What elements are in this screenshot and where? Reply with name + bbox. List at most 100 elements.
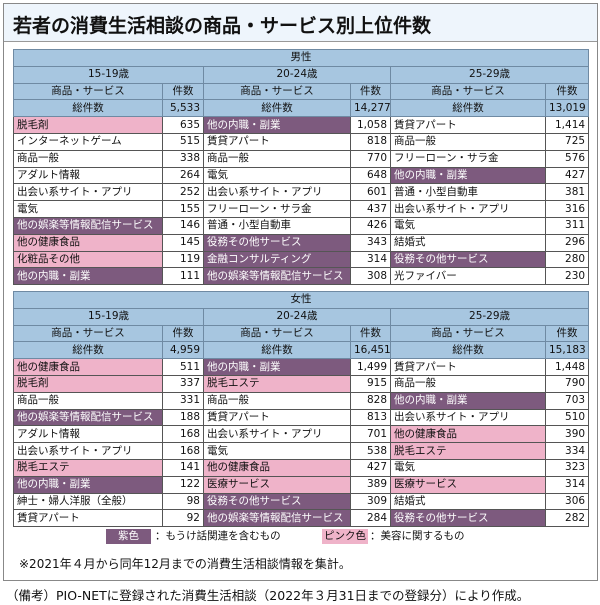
table-row: 賃貸アパート 92 他の娯楽等情報配信サービス 284 役務その他サービス 282 (13, 509, 590, 528)
item-name: 役務その他サービス (390, 509, 546, 528)
item-name: 結婚式 (390, 492, 546, 511)
gender-header: 女性 (12, 291, 590, 309)
total-count: 16,451 (350, 341, 391, 360)
item-name: フリーローン・サラ金 (203, 200, 351, 218)
item-name: 出会い系サイト・アプリ (390, 408, 546, 427)
item-name: 金融コンサルティング (203, 250, 351, 269)
item-name: 他の健康食品 (13, 233, 163, 252)
item-name: 他の内職・副業 (390, 166, 546, 185)
item-column-header: 商品・サービス (13, 324, 163, 343)
item-count: 308 (350, 267, 391, 286)
legend-purple-desc: ：もうけ話関連を含むもの (155, 530, 281, 542)
age-group-header: 15-19歳 (13, 65, 204, 84)
column-header-row: 商品・サービス 件数 商品・サービス 件数 商品・サービス 件数 (13, 324, 590, 343)
table-row: 化粧品その他 119 金融コンサルティング 314 役務その他サービス 280 (13, 250, 590, 269)
item-name: 他の内職・副業 (203, 358, 351, 376)
total-label: 総件数 (390, 341, 546, 360)
item-name: 賃貸アパート (13, 509, 163, 528)
age-group-header: 15-19歳 (13, 307, 204, 326)
item-count: 635 (162, 116, 204, 134)
age-group-header: 25-29歳 (389, 307, 590, 326)
table-row: 他の内職・副業 111 他の娯楽等情報配信サービス 308 光ファイバー 230 (13, 267, 590, 286)
total-row: 総件数 4,959 総件数 16,451 総件数 15,183 (13, 341, 590, 360)
item-count: 426 (350, 216, 391, 235)
item-count: 703 (544, 391, 590, 410)
item-column-header: 商品・サービス (13, 82, 163, 101)
gender-header: 男性 (12, 49, 590, 67)
item-count: 725 (544, 132, 590, 151)
item-name: 賃貸アパート (390, 116, 546, 134)
item-name: 普通・小型自動車 (390, 183, 546, 202)
total-count: 5,533 (162, 99, 204, 118)
table-row: インターネットゲーム 515 賃貸アパート 818 商品一般 725 (13, 132, 590, 151)
item-count: 427 (350, 458, 391, 477)
item-count: 230 (544, 267, 590, 286)
item-count: 119 (162, 250, 204, 269)
count-column-header: 件数 (544, 324, 590, 343)
gender-header-row: 男性 (12, 49, 590, 67)
count-column-header: 件数 (162, 324, 204, 343)
item-name: 賃貸アパート (390, 358, 546, 376)
item-count: 389 (350, 475, 391, 494)
item-count: 92 (162, 509, 204, 528)
item-name: 他の健康食品 (13, 358, 163, 376)
table-row: 脱毛エステ 141 他の健康食品 427 電気 323 (13, 458, 590, 477)
table-row: 他の内職・副業 122 医療サービス 389 医療サービス 314 (13, 475, 590, 494)
item-count: 1,058 (350, 116, 391, 134)
gender-header-row: 女性 (12, 291, 590, 309)
source-note: （備考）PIO-NETに登録された消費生活相談（2022年３月31日までの登録分… (6, 588, 530, 603)
total-label: 総件数 (203, 99, 351, 118)
table-row: 脱毛剤 337 脱毛エステ 915 商品一般 790 (13, 374, 590, 393)
age-header-row: 15-19歳 20-24歳 25-29歳 (13, 307, 590, 326)
item-name: 他の内職・副業 (203, 116, 351, 134)
item-count: 122 (162, 475, 204, 494)
item-name: 他の娯楽等情報配信サービス (203, 267, 351, 286)
item-name: 出会い系サイト・アプリ (13, 442, 163, 460)
title-bar: 若者の消費生活相談の商品・サービス別上位件数 (4, 4, 597, 42)
item-name: アダルト情報 (13, 425, 163, 444)
legend-purple-swatch: 紫色 (106, 529, 151, 544)
table-row: 他の娯楽等情報配信サービス 146 普通・小型自動車 426 電気 311 (13, 216, 590, 235)
item-count: 338 (162, 149, 204, 168)
item-name: 他の内職・副業 (390, 391, 546, 410)
item-count: 314 (544, 475, 590, 494)
table-row: 商品一般 331 商品一般 828 他の内職・副業 703 (13, 391, 590, 410)
item-count: 282 (544, 509, 590, 528)
item-count: 701 (350, 425, 391, 444)
item-count: 98 (162, 492, 204, 511)
item-name: 商品一般 (203, 391, 351, 410)
total-count: 15,183 (544, 341, 590, 360)
item-count: 323 (544, 458, 590, 477)
count-column-header: 件数 (350, 82, 391, 101)
item-name: アダルト情報 (13, 166, 163, 185)
item-name: 商品一般 (390, 374, 546, 393)
item-name: 医療サービス (390, 475, 546, 494)
age-group-header: 20-24歳 (203, 65, 391, 84)
item-count: 252 (162, 183, 204, 202)
table-row: 電気 155 フリーローン・サラ金 437 出会い系サイト・アプリ 316 (13, 200, 590, 218)
item-name: 他の健康食品 (390, 425, 546, 444)
item-name: 普通・小型自動車 (203, 216, 351, 235)
item-count: 141 (162, 458, 204, 477)
total-count: 13,019 (544, 99, 590, 118)
item-column-header: 商品・サービス (203, 82, 351, 101)
legend-pink-desc: ：美容に関するもの (370, 530, 465, 542)
item-count: 390 (544, 425, 590, 444)
item-name: 電気 (203, 442, 351, 460)
item-count: 813 (350, 408, 391, 427)
item-name: 役務その他サービス (390, 250, 546, 269)
male-ranking-table: 男性 15-19歳 20-24歳 25-29歳 商品・サービス 件数 商品・サービス 件数 商品… (12, 49, 590, 286)
total-label: 総件数 (13, 99, 163, 118)
item-name: フリーローン・サラ金 (390, 149, 546, 168)
item-count: 515 (162, 132, 204, 151)
legend-pink-swatch: ピンク色 (322, 529, 368, 544)
item-count: 770 (350, 149, 391, 168)
item-count: 1,448 (544, 358, 590, 376)
item-count: 311 (544, 216, 590, 235)
item-count: 334 (544, 442, 590, 460)
table-row: 他の健康食品 145 役務その他サービス 343 結婚式 296 (13, 233, 590, 252)
table-row: 脱毛剤 635 他の内職・副業 1,058 賃貸アパート 1,414 (13, 116, 590, 134)
item-count: 790 (544, 374, 590, 393)
item-name: 出会い系サイト・アプリ (13, 183, 163, 202)
item-count: 111 (162, 267, 204, 286)
